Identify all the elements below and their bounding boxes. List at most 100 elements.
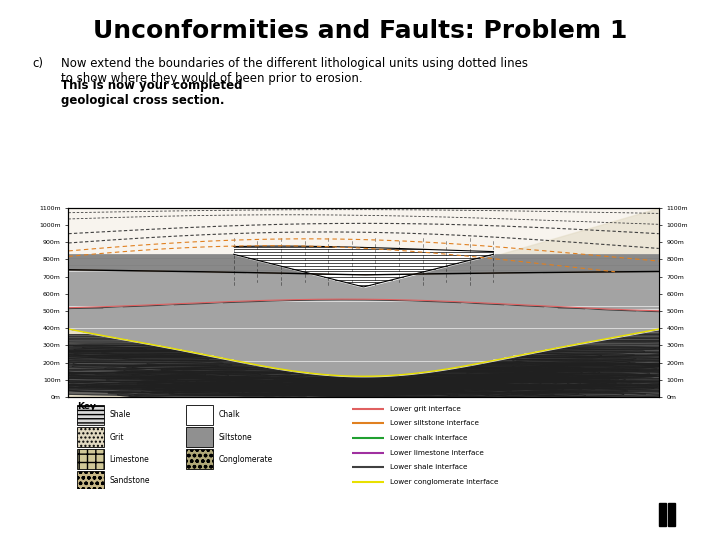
Circle shape <box>55 381 240 387</box>
Circle shape <box>18 377 177 382</box>
Bar <box>186 449 213 469</box>
Circle shape <box>6 346 143 350</box>
Circle shape <box>117 391 376 399</box>
Circle shape <box>334 370 569 377</box>
Circle shape <box>0 336 196 342</box>
Circle shape <box>12 381 264 388</box>
Circle shape <box>65 387 252 393</box>
Circle shape <box>444 368 639 373</box>
Circle shape <box>363 376 487 380</box>
Circle shape <box>57 386 279 393</box>
Circle shape <box>264 381 420 386</box>
Circle shape <box>291 387 430 392</box>
Circle shape <box>37 373 229 378</box>
Circle shape <box>23 369 153 373</box>
Circle shape <box>278 388 512 394</box>
Circle shape <box>132 372 315 377</box>
Circle shape <box>90 382 262 387</box>
Text: School of Earth and Environment: School of Earth and Environment <box>11 513 242 526</box>
Text: Now extend the boundaries of the different lithological units using dotted lines: Now extend the boundaries of the differe… <box>61 57 528 85</box>
Circle shape <box>468 342 708 349</box>
Circle shape <box>22 373 205 379</box>
Circle shape <box>540 364 662 368</box>
Circle shape <box>171 384 371 390</box>
Circle shape <box>255 384 406 388</box>
Circle shape <box>449 360 700 367</box>
Bar <box>652 503 684 537</box>
Text: Lower limestone interface: Lower limestone interface <box>390 450 484 456</box>
Circle shape <box>344 373 593 380</box>
Circle shape <box>317 380 557 387</box>
Circle shape <box>343 374 497 379</box>
Circle shape <box>412 372 562 376</box>
Circle shape <box>498 373 650 377</box>
Circle shape <box>424 368 553 372</box>
Circle shape <box>420 382 618 388</box>
Circle shape <box>580 334 714 338</box>
Circle shape <box>65 372 261 377</box>
Circle shape <box>459 355 600 360</box>
Circle shape <box>334 374 564 381</box>
Circle shape <box>511 392 646 396</box>
Text: Chalk: Chalk <box>219 410 240 419</box>
Circle shape <box>161 368 318 373</box>
Circle shape <box>430 364 550 368</box>
Circle shape <box>398 375 550 379</box>
Circle shape <box>140 378 394 385</box>
Circle shape <box>400 384 591 390</box>
Circle shape <box>523 387 670 392</box>
Circle shape <box>422 360 680 367</box>
Circle shape <box>355 372 570 378</box>
Circle shape <box>467 370 650 376</box>
Circle shape <box>73 344 193 348</box>
Circle shape <box>147 362 292 366</box>
Bar <box>77 427 104 447</box>
Circle shape <box>27 350 233 356</box>
Circle shape <box>487 361 606 365</box>
Circle shape <box>106 377 323 383</box>
Circle shape <box>104 365 336 372</box>
Circle shape <box>60 382 179 385</box>
Circle shape <box>541 361 696 366</box>
Circle shape <box>261 388 390 392</box>
Circle shape <box>221 376 393 381</box>
Circle shape <box>498 346 657 351</box>
Circle shape <box>224 381 444 387</box>
Circle shape <box>186 378 400 384</box>
Circle shape <box>294 383 495 389</box>
Circle shape <box>0 373 179 379</box>
Circle shape <box>319 388 478 393</box>
Circle shape <box>0 346 190 352</box>
Circle shape <box>513 363 720 369</box>
Bar <box>77 449 104 469</box>
Circle shape <box>361 380 554 385</box>
Text: Lower shale interface: Lower shale interface <box>390 464 468 470</box>
Text: Lower grit interface: Lower grit interface <box>390 406 461 411</box>
Circle shape <box>242 389 449 395</box>
Circle shape <box>332 384 500 389</box>
Circle shape <box>445 377 701 385</box>
Circle shape <box>423 364 620 370</box>
Circle shape <box>76 385 256 390</box>
Circle shape <box>114 369 330 376</box>
Circle shape <box>54 351 217 356</box>
Circle shape <box>287 380 541 387</box>
Circle shape <box>387 377 574 383</box>
Circle shape <box>468 382 689 389</box>
Circle shape <box>299 390 433 394</box>
Circle shape <box>73 360 300 367</box>
Circle shape <box>66 373 206 377</box>
Circle shape <box>56 349 220 353</box>
Circle shape <box>284 389 542 397</box>
Circle shape <box>236 379 398 384</box>
Circle shape <box>310 387 456 391</box>
Circle shape <box>430 381 685 388</box>
Circle shape <box>535 370 698 375</box>
Circle shape <box>474 382 617 386</box>
Circle shape <box>436 389 563 393</box>
Circle shape <box>108 390 292 396</box>
Circle shape <box>241 381 458 387</box>
Circle shape <box>540 334 720 340</box>
Circle shape <box>525 331 720 338</box>
Circle shape <box>224 380 462 387</box>
